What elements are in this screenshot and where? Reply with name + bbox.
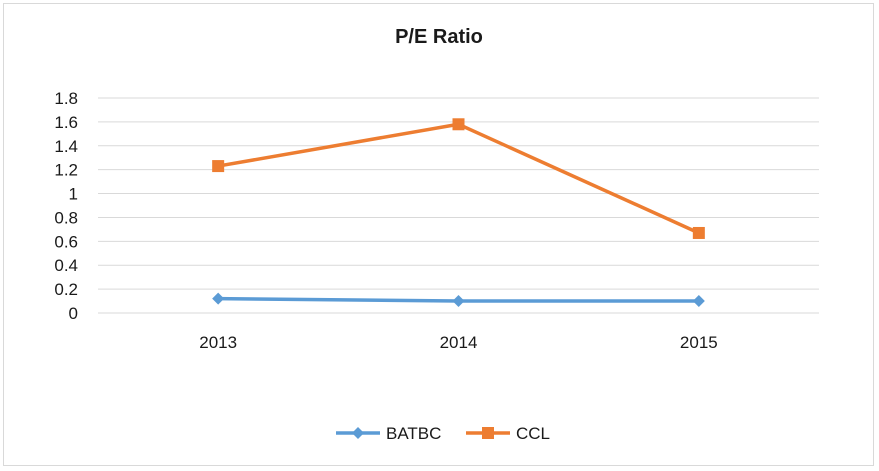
legend-item-batbc: BATBC	[336, 424, 441, 443]
chart-title: P/E Ratio	[395, 26, 483, 48]
y-tick-label: 0	[69, 304, 78, 323]
data-point-batbc	[212, 292, 225, 305]
data-point-batbc	[452, 295, 465, 308]
data-point-ccl	[452, 118, 465, 131]
y-tick-label: 1.8	[54, 89, 78, 108]
data-point-batbc	[692, 295, 705, 308]
legend-marker	[482, 427, 494, 439]
legend-marker	[352, 427, 364, 439]
legend-label: CCL	[516, 424, 550, 443]
legend-label: BATBC	[386, 424, 441, 443]
series-line-ccl	[217, 122, 700, 235]
y-tick-label: 1.2	[54, 161, 78, 180]
y-tick-label: 0.4	[54, 256, 78, 275]
x-axis-ticks: 2013 2014 2015	[199, 333, 717, 352]
y-tick-label: 0.8	[54, 208, 78, 227]
y-tick-label: 0.6	[54, 232, 78, 251]
x-tick-label: 2013	[199, 333, 237, 352]
series-ccl	[212, 118, 705, 239]
series-batbc	[212, 292, 705, 308]
x-tick-label: 2015	[680, 333, 718, 352]
legend: BATBC CCL	[336, 424, 550, 443]
data-point-ccl	[212, 160, 225, 173]
x-tick-label: 2014	[440, 333, 478, 352]
y-tick-label: 1.6	[54, 113, 78, 132]
y-axis-ticks: 0 0.2 0.4 0.6 0.8 1 1.2 1.4 1.6 1.8	[54, 89, 78, 323]
y-tick-label: 1	[69, 185, 78, 204]
series-group	[212, 118, 705, 308]
chart-frame	[3, 3, 874, 466]
data-point-ccl	[692, 226, 705, 239]
y-tick-label: 1.4	[54, 137, 78, 156]
y-tick-label: 0.2	[54, 280, 78, 299]
legend-item-ccl: CCL	[466, 424, 550, 443]
